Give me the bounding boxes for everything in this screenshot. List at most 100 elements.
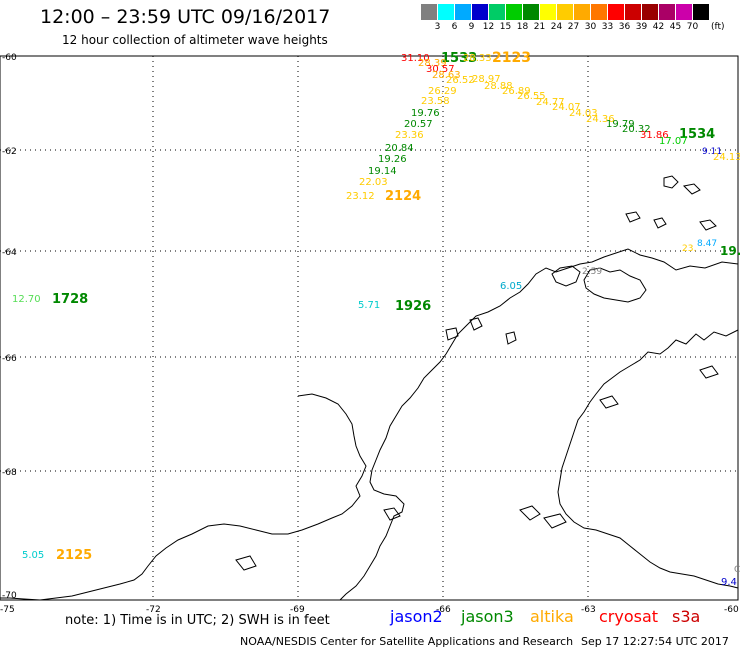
lon-label: -63 — [581, 605, 596, 615]
obs-label: 28.97 — [472, 74, 501, 85]
obs-time-label: 1926 — [395, 299, 431, 314]
legend-tick-label: 12 — [482, 22, 495, 32]
obs-label: 19.76 — [411, 108, 440, 119]
obs-label: 20.32 — [622, 124, 651, 135]
island-7 — [445, 327, 459, 341]
obs-label: 5.05 — [22, 550, 44, 561]
island-4 — [653, 217, 667, 229]
page-subtitle: 12 hour collection of altimeter wave hei… — [62, 33, 328, 47]
obs-label: 26.55 — [517, 91, 546, 102]
obs-label: 24.13 — [713, 152, 740, 163]
obs-label: 23. — [682, 244, 696, 254]
legend-swatch — [540, 4, 557, 20]
legend-swatch — [489, 4, 506, 20]
obs-label: 19. — [720, 244, 740, 258]
obs-label: 28.63 — [432, 70, 461, 81]
legend-tick-label: 70 — [686, 22, 699, 32]
satellite-label-jason3: jason3 — [461, 607, 514, 626]
legend-tick-label: 27 — [567, 22, 580, 32]
obs-label: 20.84 — [385, 143, 414, 154]
obs-label: 23.58 — [421, 96, 450, 107]
obs-label: 31.86 — [640, 130, 669, 141]
obs-label: 22.03 — [359, 177, 388, 188]
obs-label: 26.29 — [428, 86, 457, 97]
legend-tick-label: 33 — [601, 22, 614, 32]
lon-label: -75 — [0, 605, 15, 615]
credit-timestamp: Sep 17 12:27:54 UTC 2017 — [581, 635, 729, 648]
obs-label: 23.12 — [346, 191, 375, 202]
graticule — [0, 56, 738, 600]
lon-label: -69 — [290, 605, 305, 615]
bay-coast-south — [0, 393, 367, 601]
obs-label: 24.07 — [552, 102, 581, 113]
legend-tick-label: 30 — [584, 22, 597, 32]
legend-swatch — [574, 4, 591, 20]
legend-tick-label: 3 — [434, 22, 441, 32]
legend-swatch — [659, 4, 676, 20]
credit-text: NOAA/NESDIS Center for Satellite Applica… — [240, 635, 574, 648]
island-1 — [663, 175, 679, 189]
satellite-label-s3a: s3a — [672, 607, 701, 626]
obs-time-label: 2125 — [56, 548, 92, 563]
legend-swatch — [506, 4, 523, 20]
obs-label: 26.52 — [446, 75, 475, 86]
legend-swatch — [676, 4, 693, 20]
obs-label: C — [734, 565, 740, 575]
lat-label: -60 — [2, 53, 17, 63]
lon-labels: -75 -72 -69 -66 -63 -60 — [0, 605, 739, 615]
lat-label: -70 — [2, 591, 17, 601]
lat-labels: -60 -62 -64 -66 -68 -70 — [2, 53, 17, 601]
island-2 — [682, 183, 701, 195]
legend-tick-label: 36 — [618, 22, 631, 32]
obs-time-label: 2123 — [492, 50, 531, 66]
obs-label: 30.57 — [426, 64, 455, 75]
obs-label: 24.36 — [586, 114, 615, 125]
obs-label: 28.39 — [418, 58, 447, 69]
legend-tick-label: 6 — [451, 22, 458, 32]
island-8 — [505, 331, 517, 345]
legend-swatch — [625, 4, 642, 20]
obs-time-label: 2124 — [385, 189, 421, 204]
island-9 — [383, 507, 401, 521]
coastline — [0, 175, 739, 601]
inner-coast-east — [557, 329, 739, 589]
obs-label: 31.10 — [401, 53, 430, 64]
lat-label: -62 — [2, 147, 17, 157]
legend-swatch — [438, 4, 455, 20]
legend-tick-label: 21 — [533, 22, 546, 32]
satellite-label-cryosat: cryosat — [599, 607, 659, 626]
legend-tick-label: 39 — [635, 22, 648, 32]
observation-labels: 31.10 1533 28.33 2123 28.39 30.57 28.63 … — [12, 50, 740, 588]
island-6 — [469, 317, 483, 331]
lat-label: -66 — [2, 354, 17, 364]
page-title: 12:00 – 23:59 UTC 09/16/2017 — [40, 6, 331, 28]
antarctic-peninsula-coast — [339, 248, 739, 601]
legend-tick-label: 45 — [669, 22, 682, 32]
island-10 — [519, 505, 541, 521]
island-13 — [599, 395, 619, 409]
obs-time-label: 1728 — [52, 292, 88, 307]
legend-swatch — [523, 4, 540, 20]
legend-swatch — [472, 4, 489, 20]
lon-label: -60 — [724, 605, 739, 615]
lat-label: -68 — [2, 468, 17, 478]
island-5 — [699, 219, 717, 231]
lat-label: -64 — [2, 248, 17, 258]
legend-tick-label: 24 — [550, 22, 563, 32]
legend-tick-label: 15 — [499, 22, 512, 32]
island-3 — [625, 211, 641, 223]
island-11 — [543, 513, 567, 529]
island-large-1 — [583, 267, 647, 303]
obs-label: 9.4 — [721, 577, 737, 588]
obs-label: 24.77 — [536, 97, 565, 108]
obs-label: 20.57 — [404, 119, 433, 130]
obs-label: 26.89 — [502, 86, 531, 97]
obs-label: 12.70 — [12, 294, 41, 305]
obs-label: 19.14 — [368, 166, 397, 177]
legend-unit: (ft) — [711, 22, 725, 32]
obs-label: 8.47 — [697, 239, 717, 249]
obs-label: 5.71 — [358, 300, 380, 311]
map-frame — [0, 55, 739, 601]
island-large-2 — [551, 265, 581, 287]
